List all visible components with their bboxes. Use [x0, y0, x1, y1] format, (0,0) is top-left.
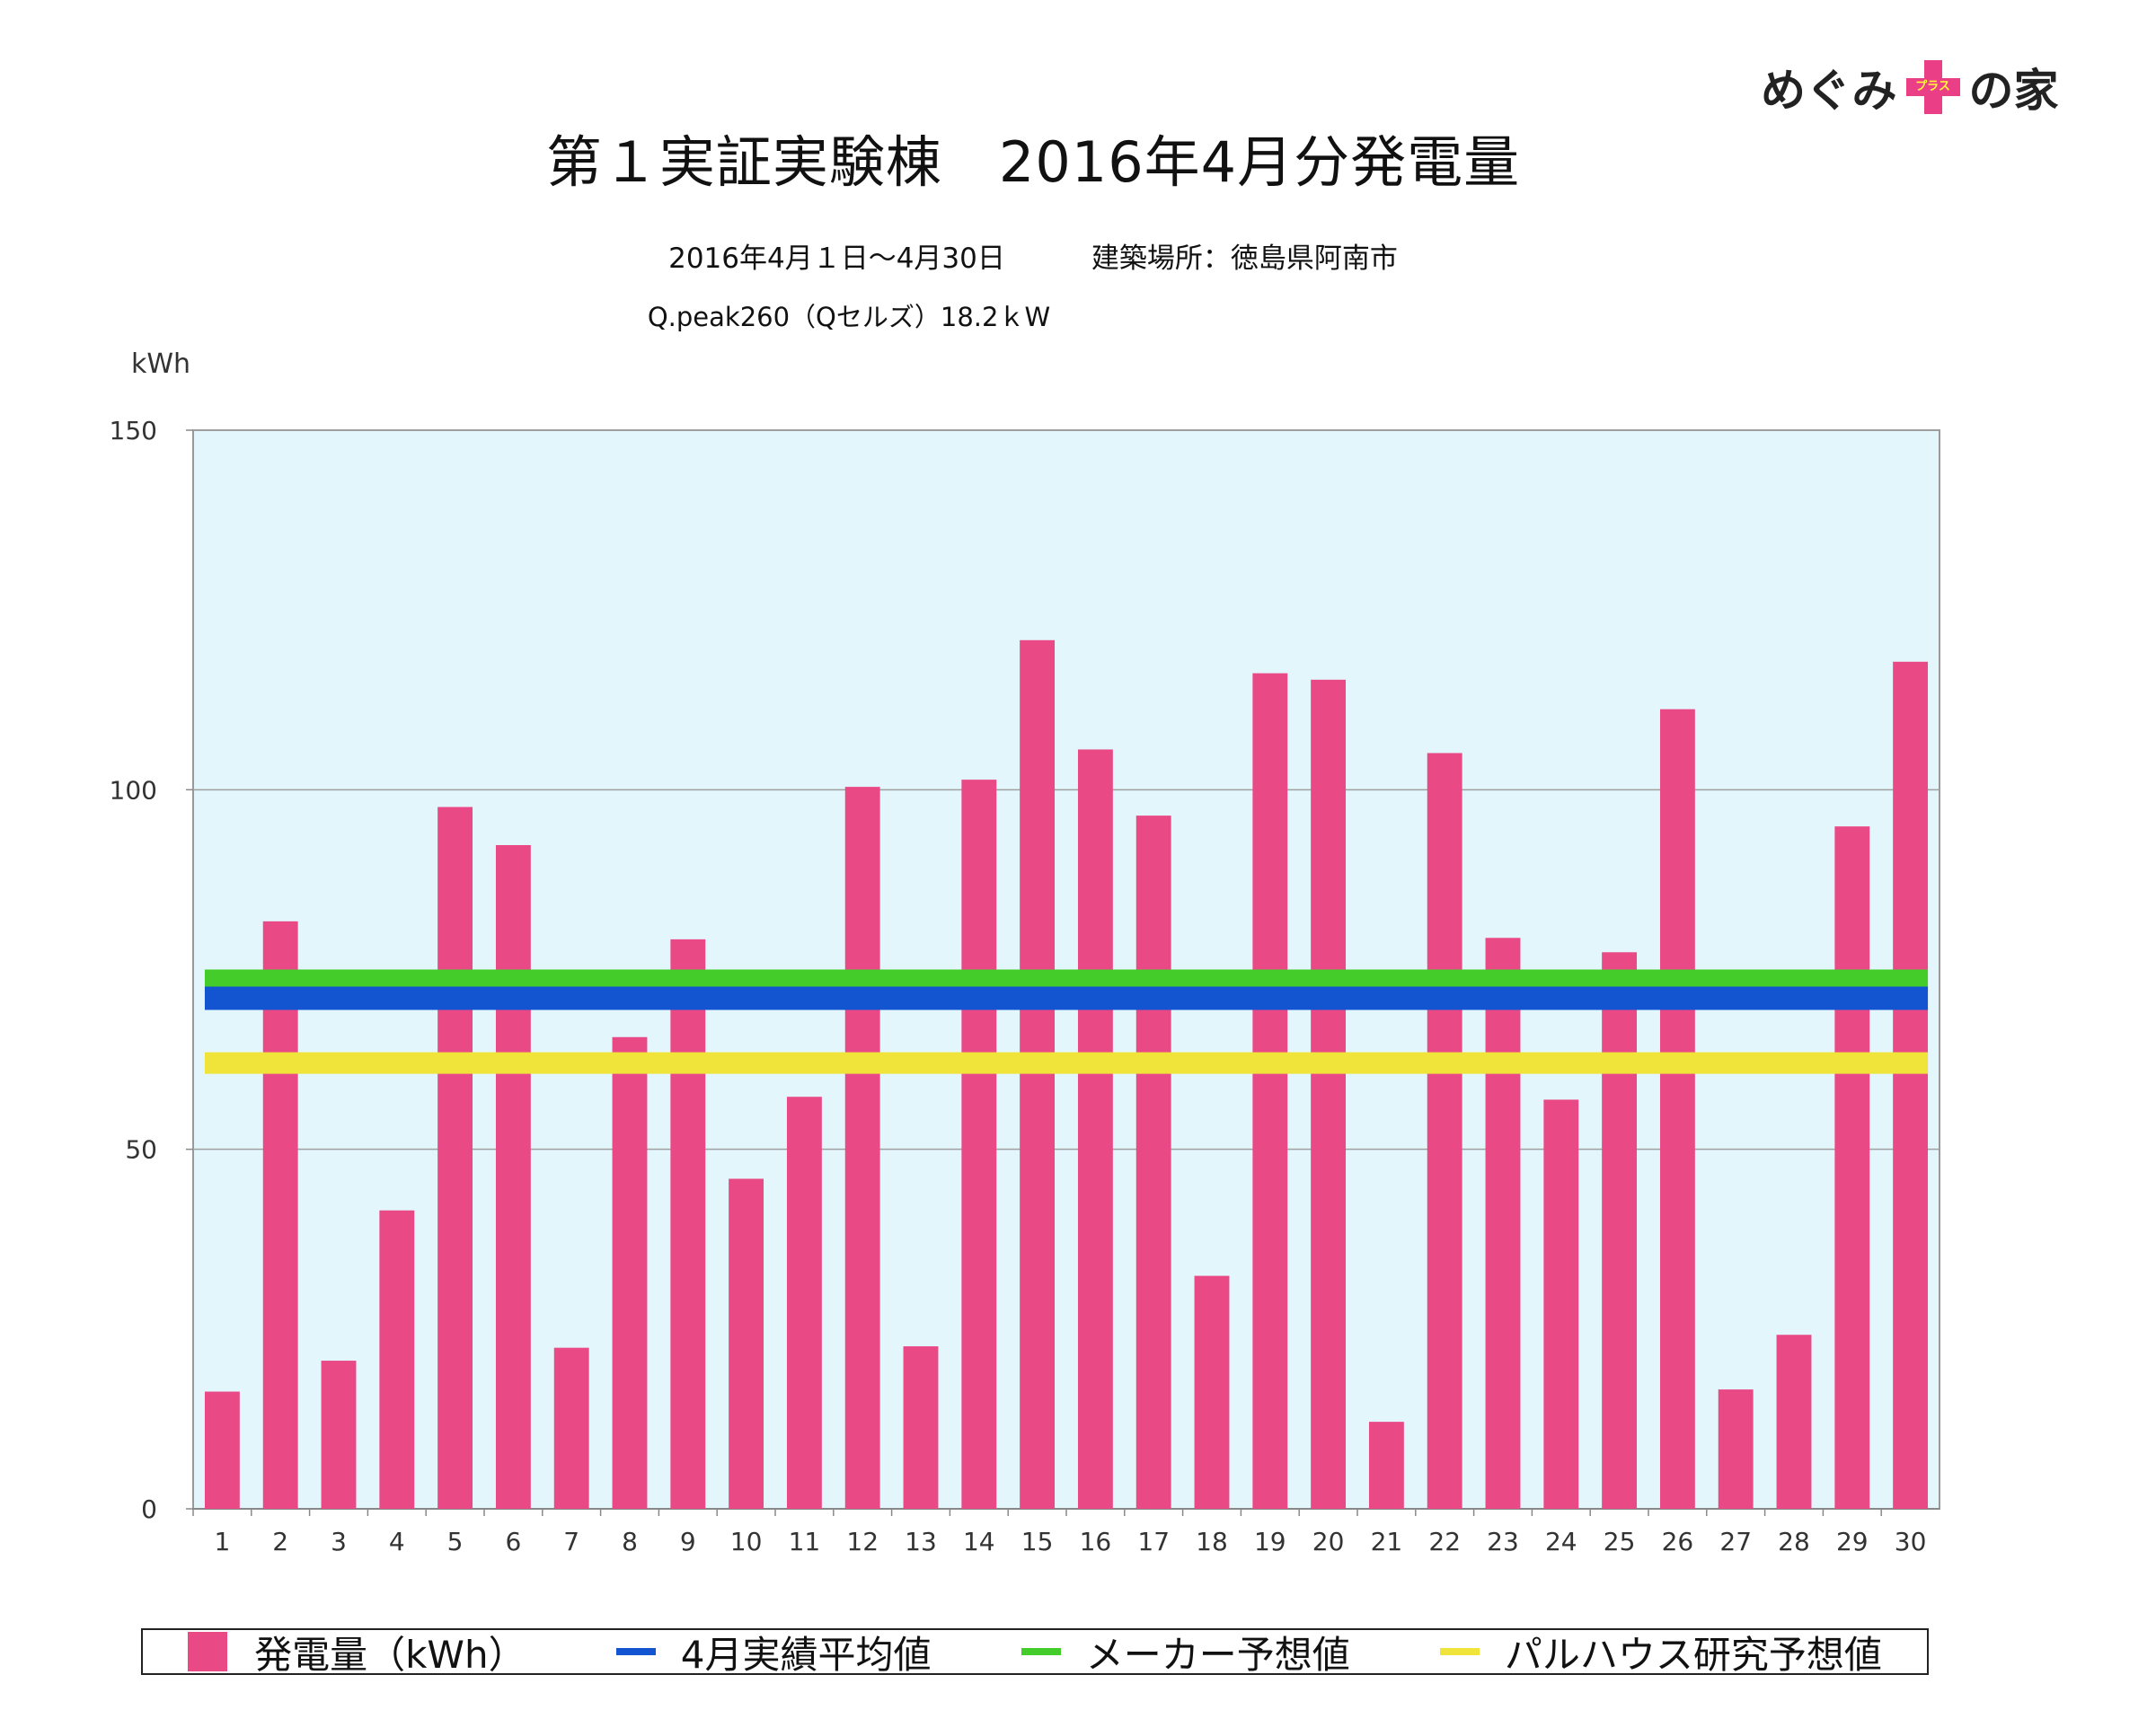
- x-tick-label: 18: [1196, 1527, 1228, 1556]
- bar: [379, 1210, 415, 1509]
- x-tick-label: 25: [1604, 1527, 1636, 1556]
- x-tick-label: 13: [905, 1527, 937, 1556]
- x-tick-label: 6: [505, 1527, 521, 1556]
- bar: [786, 1097, 822, 1509]
- bar: [961, 780, 997, 1509]
- bar: [437, 807, 473, 1509]
- bar: [1776, 1335, 1812, 1509]
- plus-logo-icon: プラス: [1905, 60, 1960, 114]
- x-tick-label: 11: [789, 1527, 821, 1556]
- bar: [612, 1036, 648, 1509]
- x-tick-label: 27: [1719, 1527, 1752, 1556]
- subtitle-period: 2016年4月１日〜4月30日: [668, 242, 1005, 275]
- legend-item: 発電量（kWh）: [188, 1625, 526, 1679]
- bar: [1543, 1099, 1579, 1509]
- bar: [1834, 826, 1870, 1509]
- bar: [1311, 679, 1347, 1509]
- legend-label: メーカー予想値: [1085, 1632, 1350, 1677]
- legend-item: パルハウス研究予想値: [1439, 1625, 1882, 1679]
- x-tick-label: 15: [1021, 1527, 1054, 1556]
- x-tick-label: 20: [1312, 1527, 1345, 1556]
- x-tick-label: 1: [214, 1527, 230, 1556]
- bar: [844, 787, 880, 1509]
- legend-swatch: [615, 1648, 656, 1655]
- x-tick-label: 23: [1487, 1527, 1519, 1556]
- legend-swatch: [1021, 1648, 1061, 1655]
- bar: [729, 1178, 764, 1509]
- bar: [903, 1346, 939, 1509]
- x-tick-label: 26: [1662, 1527, 1694, 1556]
- y-tick-label: 100: [110, 775, 157, 805]
- bar: [1893, 661, 1929, 1509]
- bar: [1718, 1389, 1754, 1509]
- bar: [670, 939, 706, 1509]
- x-tick-label: 24: [1545, 1527, 1577, 1556]
- x-tick-label: 4: [389, 1527, 405, 1556]
- legend-swatch: [1439, 1648, 1480, 1655]
- bar: [1135, 815, 1171, 1509]
- logo-plus-text: プラス: [1915, 80, 1950, 93]
- x-tick-label: 5: [447, 1527, 464, 1556]
- bar: [1252, 673, 1288, 1509]
- x-tick-label: 22: [1428, 1527, 1461, 1556]
- bar: [1485, 938, 1521, 1509]
- bar: [321, 1361, 357, 1509]
- x-tick-label: 9: [680, 1527, 696, 1556]
- bar: [1020, 639, 1056, 1509]
- logo-left-text: めぐみ: [1761, 65, 1897, 117]
- x-tick-label: 21: [1371, 1527, 1403, 1556]
- x-tick-label: 10: [730, 1527, 763, 1556]
- legend-item: メーカー予想値: [1021, 1625, 1350, 1679]
- y-tick-label: 50: [125, 1135, 157, 1165]
- logo: めぐみ プラス の家: [1761, 56, 2059, 119]
- x-tick-label: 29: [1836, 1527, 1869, 1556]
- logo-right-text: の家: [1968, 65, 2059, 117]
- x-tick-label: 7: [563, 1527, 579, 1556]
- y-axis-unit-label: kWh: [131, 348, 191, 380]
- bar: [495, 844, 531, 1509]
- plot-area: [192, 429, 1940, 1510]
- legend-swatch: [188, 1632, 228, 1671]
- bar: [1427, 753, 1462, 1509]
- bar: [204, 1391, 240, 1509]
- x-tick-label: 8: [622, 1527, 638, 1556]
- chart-legend: 発電量（kWh） 4月実績平均値 メーカー予想値 パルハウス研究予想値: [141, 1628, 1929, 1677]
- x-tick-label: 28: [1778, 1527, 1810, 1556]
- bar: [262, 921, 298, 1509]
- bar: [1659, 709, 1695, 1509]
- subtitle-location: 建築場所：徳島県阿南市: [1091, 242, 1398, 275]
- chart-title: 第１実証実験棟 2016年4月分発電量: [545, 129, 1521, 195]
- subtitle-system: Q.peak260（Qセルズ）18.2ｋW: [647, 302, 1051, 332]
- bar: [1194, 1275, 1230, 1509]
- y-tick-label: 150: [110, 416, 157, 445]
- bar: [553, 1347, 589, 1509]
- legend-item: 4月実績平均値: [615, 1625, 932, 1679]
- subtitle-line-1: 2016年4月１日〜4月30日 建築場所：徳島県阿南市: [0, 235, 2066, 276]
- x-tick-label: 12: [846, 1527, 879, 1556]
- bar: [1077, 749, 1113, 1509]
- bar: [1602, 952, 1638, 1509]
- x-tick-label: 19: [1254, 1527, 1286, 1556]
- x-tick-label: 3: [331, 1527, 347, 1556]
- x-tick-label: 17: [1137, 1527, 1170, 1556]
- legend-label: パルハウス研究予想値: [1504, 1632, 1882, 1677]
- legend-label: 発電量（kWh）: [254, 1632, 526, 1677]
- bar: [1368, 1422, 1404, 1509]
- legend-label: 4月実績平均値: [680, 1632, 932, 1677]
- x-tick-label: 30: [1895, 1527, 1927, 1556]
- x-tick-label: 16: [1080, 1527, 1112, 1556]
- x-tick-label: 14: [963, 1527, 995, 1556]
- x-tick-label: 2: [272, 1527, 288, 1556]
- y-tick-label: 0: [141, 1494, 157, 1524]
